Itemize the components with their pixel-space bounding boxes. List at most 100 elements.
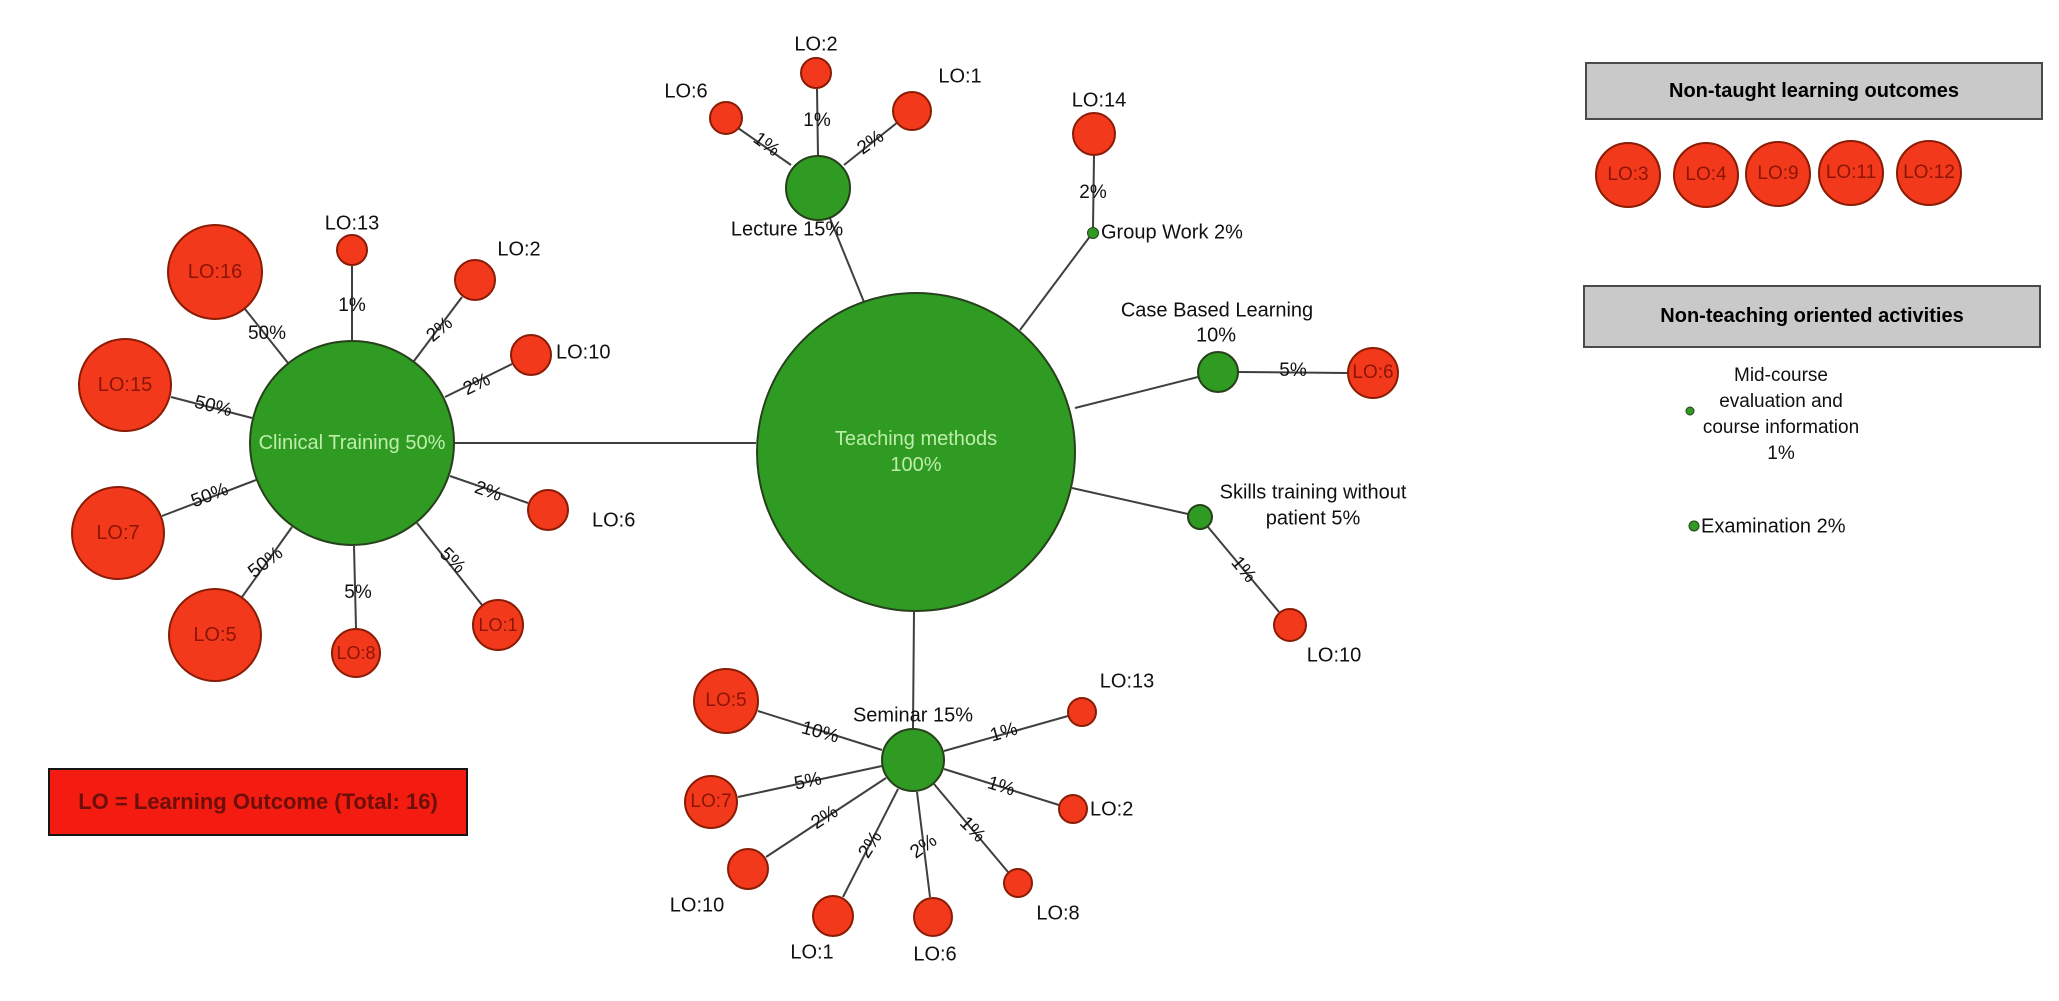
node-skills-lo10 <box>1273 608 1307 642</box>
node-lecture-lo1 <box>892 91 932 131</box>
seminar-lo2-label: LO:2 <box>1090 798 1134 821</box>
edge-line <box>416 522 483 606</box>
node-seminar-lo2 <box>1058 794 1088 824</box>
edge-line <box>1019 234 1092 331</box>
node-seminar-lo8 <box>1003 868 1033 898</box>
node-case-lo6: LO:6 <box>1347 347 1399 399</box>
edge-line <box>413 296 463 362</box>
edge-line <box>842 788 899 898</box>
legend-non-taught-title: Non-taught learning outcomes <box>1669 79 1959 102</box>
edge-weight: 50% <box>247 323 287 344</box>
edge-line <box>161 479 257 517</box>
node-midcourse-evaluation <box>1685 406 1695 416</box>
node-lo2 <box>454 259 496 301</box>
edge-line <box>737 765 883 798</box>
lo6-label: LO:6 <box>592 509 636 532</box>
note-box: LO = Learning Outcome (Total: 16) <box>48 768 468 836</box>
seminar-lo1-label: LO:1 <box>790 941 834 964</box>
seminar-lo13-label: LO:13 <box>1099 670 1155 693</box>
edge-line <box>912 611 915 729</box>
edge-line <box>737 127 792 166</box>
legend-non-teaching-box: Non-teaching oriented activities <box>1583 285 2041 348</box>
edge-line <box>1074 376 1199 409</box>
legend-node-lo3: LO:3 <box>1595 142 1661 208</box>
edge-line <box>241 526 293 598</box>
node-lecture-lo6 <box>709 101 743 135</box>
node-seminar-lo10 <box>727 848 769 890</box>
node-lecture-lo2 <box>800 57 832 89</box>
edge-weight: 2% <box>1079 182 1107 203</box>
node-lo7: LO:7 <box>71 486 165 580</box>
legend-node-lo9: LO:9 <box>1745 141 1811 207</box>
node-seminar-lo1 <box>812 895 854 937</box>
node-seminar-lo5: LO:5 <box>693 668 759 734</box>
edge-line <box>244 308 289 364</box>
node-lo6 <box>527 489 569 531</box>
node-lo1: LO:1 <box>472 599 524 651</box>
node-clinical-training: Clinical Training 50% <box>249 340 455 546</box>
edge-line <box>449 475 529 504</box>
node-lo15: LO:15 <box>78 338 172 432</box>
node-teaching-methods: Teaching methods 100% <box>756 292 1076 612</box>
examination-label: Examination 2% <box>1701 515 1846 538</box>
group-work-label: Group Work 2% <box>1101 221 1243 244</box>
lecture-lo6-label: LO:6 <box>664 80 708 103</box>
edge-weight: 5% <box>344 582 372 603</box>
node-case-based-learning <box>1197 351 1239 393</box>
edge-line <box>765 777 887 858</box>
edge-line <box>828 215 865 303</box>
legend-non-taught-box: Non-taught learning outcomes <box>1585 62 2043 120</box>
seminar-label: Seminar 15% <box>852 704 974 727</box>
legend-non-teaching-title: Non-teaching oriented activities <box>1660 305 1964 327</box>
seminar-lo10-label: LO:10 <box>669 894 725 917</box>
edge-line <box>816 88 819 156</box>
node-seminar-lo6 <box>913 897 953 937</box>
node-lo13 <box>336 234 368 266</box>
edge-line <box>1207 526 1280 613</box>
node-seminar-lo13 <box>1067 697 1097 727</box>
legend-node-lo4: LO:4 <box>1673 142 1739 208</box>
node-lo16: LO:16 <box>167 224 263 320</box>
skills-label-line1: Skills training without <box>1219 481 1407 504</box>
edge-line <box>843 121 899 166</box>
seminar-lo6-label: LO:6 <box>913 943 957 966</box>
lecture-label: Lecture 15% <box>730 218 844 241</box>
edge-weight: 5% <box>1279 360 1307 381</box>
node-seminar-lo7: LO:7 <box>684 775 738 829</box>
skills-lo10-label: LO:10 <box>1306 644 1362 667</box>
node-lo5: LO:5 <box>168 588 262 682</box>
lo10-label: LO:10 <box>556 341 611 364</box>
legend-node-lo12: LO:12 <box>1896 140 1962 206</box>
node-lecture <box>785 155 851 221</box>
edge-line <box>933 783 1009 873</box>
legend-node-lo11: LO:11 <box>1818 140 1884 206</box>
teaching-methods-label: Teaching methods 100% <box>834 428 998 476</box>
edge-weight: 1% <box>803 110 831 131</box>
node-skills-training <box>1187 504 1213 530</box>
skills-label-line2: patient 5% <box>1265 507 1361 530</box>
lo13-label: LO:13 <box>324 212 380 235</box>
case-based-label-line2: 10% <box>1195 324 1237 347</box>
edge-weight: 1% <box>338 295 366 316</box>
case-based-label-line1: Case Based Learning <box>1120 299 1314 322</box>
lecture-lo2-label: LO:2 <box>794 33 838 56</box>
seminar-lo8-label: LO:8 <box>1036 902 1080 925</box>
node-group-work <box>1087 227 1099 239</box>
midcourse-evaluation-label: Mid-course evaluation and course informa… <box>1702 365 1860 464</box>
clinical-training-label: Clinical Training 50% <box>258 432 446 454</box>
edge-line <box>943 768 1060 806</box>
edge-line <box>943 715 1069 752</box>
edge-line <box>1071 487 1189 515</box>
lo2-label: LO:2 <box>497 238 541 261</box>
edge-line <box>1092 155 1095 229</box>
edge-line <box>353 545 357 629</box>
node-lo10 <box>510 334 552 376</box>
node-lo14 <box>1072 112 1116 156</box>
note-box-text: LO = Learning Outcome (Total: 16) <box>78 789 438 814</box>
node-examination <box>1688 520 1700 532</box>
edge-line <box>444 363 513 398</box>
edge-line <box>170 396 253 419</box>
node-lo8: LO:8 <box>331 628 381 678</box>
